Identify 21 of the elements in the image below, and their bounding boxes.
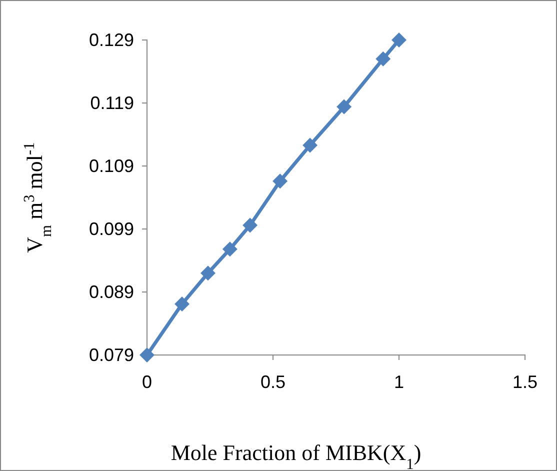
- x-tick-label: 1: [394, 372, 404, 392]
- y-tick-label: 0.099: [88, 218, 134, 239]
- point: [392, 32, 406, 48]
- y-tick-label: 0.129: [88, 30, 134, 50]
- y-tick-label: 0.079: [88, 344, 134, 365]
- point: [242, 218, 258, 233]
- x-tick-label: 0: [142, 372, 152, 392]
- point: [200, 266, 216, 281]
- y-tick-label: 0.109: [88, 156, 134, 176]
- point: [376, 51, 391, 66]
- x-tick-label: 0.5: [260, 372, 286, 392]
- point: [222, 242, 238, 257]
- point: [336, 99, 352, 114]
- point: [302, 138, 318, 153]
- y-tick-label: 0.119: [90, 92, 134, 113]
- point: [272, 174, 288, 189]
- point: [140, 348, 154, 362]
- y-tick-label: 0.089: [88, 282, 134, 302]
- point: [174, 296, 190, 312]
- x-axis-title: Mole Fraction of MIBK(X$_{1}$): [170, 440, 422, 471]
- x-tick-label: 1.5: [512, 372, 538, 392]
